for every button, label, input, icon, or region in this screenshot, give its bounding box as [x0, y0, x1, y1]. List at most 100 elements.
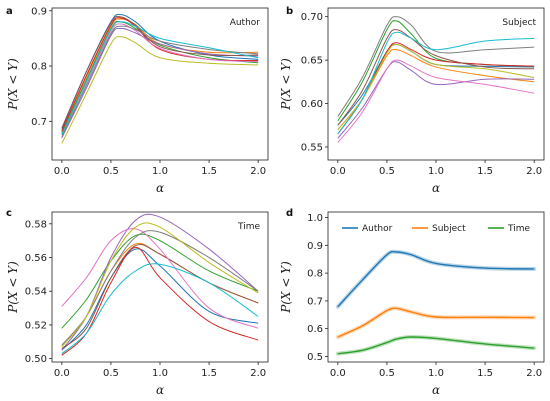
legend-label: Author: [362, 224, 393, 234]
series-line: [61, 233, 259, 329]
x-tick-label: 1.0: [428, 368, 444, 379]
x-axis-label-b: α: [432, 181, 440, 195]
series-line: [61, 222, 259, 348]
lines-c: [61, 213, 259, 356]
y-tick-label: 0.50: [25, 354, 47, 365]
y-tick-label: 0.54: [25, 287, 47, 298]
series-line: [61, 263, 259, 354]
x-tick-label: 0.5: [103, 368, 119, 379]
y-tick-label: 0.70: [301, 12, 323, 23]
panel-letter-a: a: [6, 6, 13, 17]
x-tick-label: 1.0: [428, 166, 444, 177]
y-ticks-c: 0.50 0.52 0.54 0.56 0.58: [25, 219, 52, 365]
legend-label: Subject: [432, 224, 466, 234]
series-line: [61, 20, 259, 134]
y-tick-label: 0.7: [307, 296, 323, 307]
legend-label: Time: [507, 224, 530, 234]
x-tick-label: 2.0: [526, 166, 542, 177]
series-line: [337, 61, 535, 139]
series-band: [335, 249, 537, 309]
series-line: [61, 242, 259, 346]
series-line: [61, 25, 259, 138]
x-tick-label: 1.5: [201, 368, 217, 379]
y-ticks-a: 0.7 0.8 0.9: [31, 6, 52, 128]
series-line: [337, 307, 535, 338]
panel-annotation-c: Time: [237, 222, 260, 232]
legend-d: Author Subject Time: [342, 224, 530, 234]
x-tick-label: 2.0: [250, 166, 266, 177]
panel-b: b Subject 0.55 0.60 0.65 0.70 0.0 0.5 1.0 1.5 2…: [279, 6, 545, 195]
series-line: [61, 228, 259, 329]
y-tick-label: 0.65: [301, 56, 323, 67]
y-ticks-b: 0.55 0.60 0.65 0.70: [301, 12, 328, 153]
series-line: [337, 20, 535, 122]
x-axis-label-d: α: [432, 383, 440, 397]
x-ticks-d: 0.0 0.5 1.0 1.5 2.0: [330, 362, 542, 379]
y-tick-label: 0.58: [25, 219, 47, 230]
series-line: [337, 59, 535, 143]
series-line: [61, 230, 259, 346]
x-tick-label: 1.5: [477, 368, 493, 379]
y-tick-label: 0.7: [31, 117, 47, 128]
series-line: [61, 246, 259, 356]
x-tick-label: 1.0: [152, 166, 168, 177]
y-tick-label: 0.9: [31, 6, 47, 17]
y-tick-label: 0.8: [31, 62, 47, 73]
panel-letter-c: c: [6, 208, 12, 219]
panel-letter-d: d: [286, 208, 293, 219]
x-tick-label: 0.5: [103, 166, 119, 177]
series-line: [337, 336, 535, 355]
y-tick-label: 1.0: [307, 213, 323, 224]
series-line: [61, 15, 259, 129]
panel-letter-b: b: [286, 6, 293, 17]
y-axis-label-c: P(X < Y): [6, 261, 20, 314]
y-axis-label-a: P(X < Y): [6, 58, 20, 111]
x-tick-label: 0.0: [330, 166, 346, 177]
x-ticks-b: 0.0 0.5 1.0 1.5 2.0: [330, 160, 542, 177]
panel-annotation-b: Subject: [502, 18, 536, 28]
series-line: [61, 36, 259, 144]
y-tick-label: 0.8: [307, 269, 323, 280]
series-line: [61, 213, 259, 351]
axes-frame-c: [51, 211, 269, 363]
series-line: [337, 250, 535, 308]
y-ticks-d: 0.5 0.6 0.7 0.8 0.9 1.0: [307, 213, 328, 363]
lines-d: [335, 249, 537, 356]
y-tick-label: 0.56: [25, 253, 47, 264]
series-line: [337, 31, 535, 135]
series-line: [61, 244, 259, 349]
x-tick-label: 0.0: [54, 368, 70, 379]
series-line: [61, 21, 259, 135]
x-tick-label: 0.5: [379, 166, 395, 177]
y-tick-label: 0.52: [25, 320, 47, 331]
x-tick-label: 1.5: [477, 166, 493, 177]
y-axis-label-b: P(X < Y): [279, 58, 293, 111]
series-line: [61, 27, 259, 139]
x-axis-label-a: α: [156, 181, 164, 195]
lines-a: [61, 13, 259, 144]
series-line: [337, 16, 535, 117]
panel-annotation-a: Author: [230, 18, 261, 28]
panel-c: c Time 0.50 0.52 0.54 0.56 0.58 0.0 0.5 1.0 1.5…: [6, 208, 269, 397]
y-tick-label: 0.6: [307, 324, 323, 335]
x-ticks-a: 0.0 0.5 1.0 1.5 2.0: [54, 160, 266, 177]
lines-b: [337, 16, 535, 143]
panel-d: d 0.5 0.6 0.7 0.8 0.9 1.0 0.0 0.5 1.0 1.5 2.0 Aut…: [279, 208, 545, 397]
x-tick-label: 0.0: [330, 368, 346, 379]
y-axis-label-d: P(X < Y): [279, 261, 293, 314]
x-tick-label: 2.0: [250, 368, 266, 379]
series-line: [337, 29, 535, 126]
x-axis-label-c: α: [156, 383, 164, 397]
x-ticks-c: 0.0 0.5 1.0 1.5 2.0: [54, 362, 266, 379]
x-tick-label: 0.5: [379, 368, 395, 379]
x-tick-label: 0.0: [54, 166, 70, 177]
y-tick-label: 0.9: [307, 241, 323, 252]
series-line: [61, 248, 259, 351]
y-tick-label: 0.55: [301, 142, 323, 153]
x-tick-label: 2.0: [526, 368, 542, 379]
panel-a: a Author 0.7 0.8 0.9 0.0 0.5 1.0 1.5 2.0 α P(X…: [6, 6, 269, 195]
x-tick-label: 1.5: [201, 166, 217, 177]
x-tick-label: 1.0: [152, 368, 168, 379]
y-tick-label: 0.5: [307, 352, 323, 363]
